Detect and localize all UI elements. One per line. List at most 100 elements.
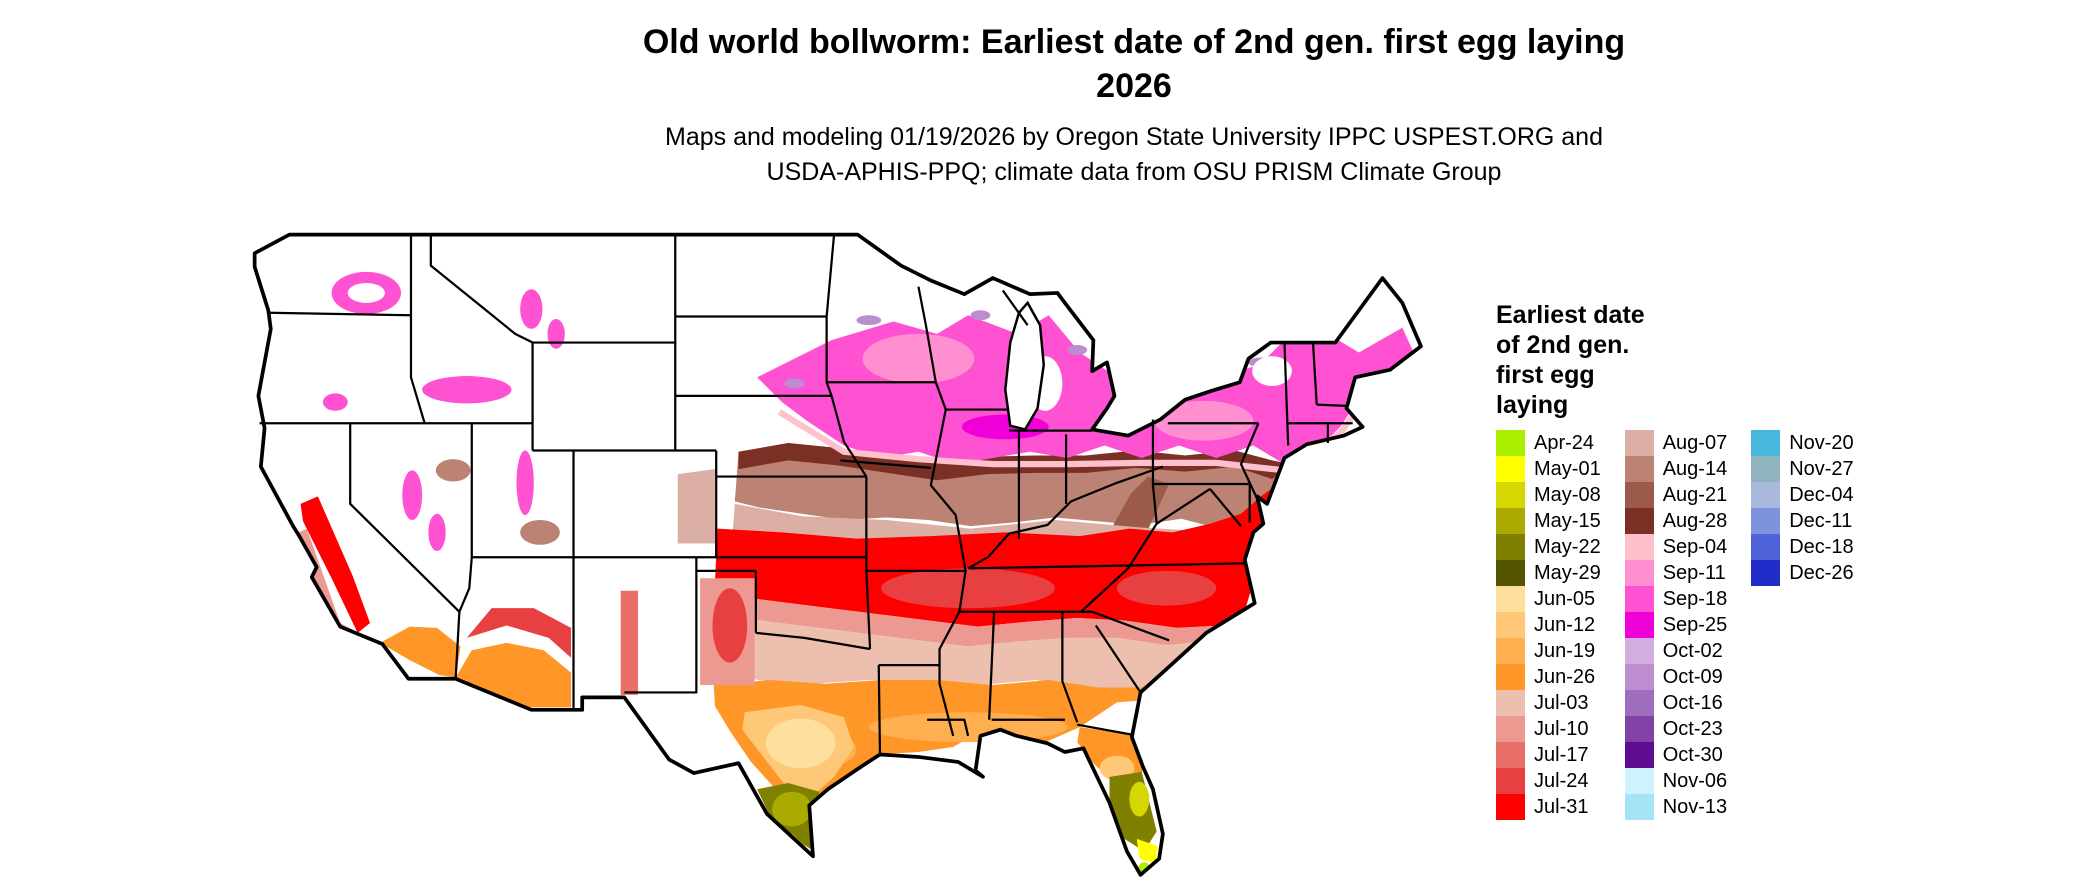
legend-label: Sep-04	[1662, 535, 1728, 558]
legend-title: Earliest date of 2nd gen. first egg layi…	[1496, 300, 2076, 420]
legend-label: Jul-31	[1534, 795, 1589, 818]
legend-row: Oct-23	[1624, 716, 1728, 742]
region-oct-fringe-3	[1067, 345, 1088, 355]
legend-label: Jul-10	[1534, 717, 1589, 740]
legend-label: May-15	[1534, 509, 1601, 532]
region-montana-valley-magenta-2	[547, 318, 565, 349]
legend-swatch	[1624, 534, 1654, 560]
legend-swatch	[1496, 768, 1525, 794]
legend-columns: Apr-24 May-01 May-08 May-15 May-22 May-29 Jun-…	[1496, 430, 2076, 820]
legend-label: May-08	[1534, 483, 1601, 506]
legend-row: Aug-07	[1624, 430, 1727, 456]
region-sep11-patch-minnesota	[862, 333, 975, 384]
legend-label: Nov-13	[1662, 795, 1728, 818]
region-jul24-patch-ozark	[881, 568, 1055, 609]
legend-label: Dec-04	[1789, 483, 1854, 506]
legend-swatch	[1624, 664, 1654, 690]
legend-row: Dec-18	[1751, 534, 1854, 560]
legend-swatch	[1624, 430, 1654, 456]
legend-label: May-29	[1534, 561, 1601, 584]
legend-swatch	[1496, 508, 1525, 534]
legend-swatch	[1751, 534, 1781, 560]
region-florida-may08	[1129, 781, 1150, 817]
legend-row: Apr-24	[1496, 430, 1601, 456]
legend-row: Jun-26	[1496, 664, 1601, 690]
state-borders	[259, 234, 1353, 755]
legend-label: Dec-11	[1789, 509, 1853, 532]
legend-swatch	[1496, 534, 1525, 560]
legend-swatch	[1496, 794, 1525, 820]
us-map	[222, 216, 1466, 886]
legend-label: Oct-23	[1662, 717, 1723, 740]
legend-row: Oct-02	[1624, 638, 1728, 664]
legend-column: Nov-20 Nov-27 Dec-04 Dec-11 Dec-18 Dec-26	[1751, 430, 1854, 820]
legend-label: Aug-28	[1662, 509, 1728, 532]
region-south-texas-may15	[772, 791, 812, 827]
legend-row: Dec-26	[1751, 560, 1854, 586]
page-title-line2: 2026	[1096, 67, 1172, 105]
region-jul10-salmon-stripe	[712, 582, 1224, 647]
legend-label: May-01	[1534, 457, 1601, 480]
legend-swatch	[1751, 430, 1781, 456]
subtitle-line1: Maps and modeling 01/19/2026 by Oregon S…	[665, 123, 1603, 151]
legend-label: Nov-06	[1662, 769, 1728, 792]
region-jun05-texas-core	[765, 718, 836, 769]
legend-row: Dec-04	[1751, 482, 1854, 508]
legend-swatch	[1624, 508, 1654, 534]
legend-swatch	[1624, 586, 1654, 612]
region-california-central-valley-red	[300, 496, 371, 633]
legend-row: May-01	[1496, 456, 1601, 482]
region-columbia-basin-white-core	[347, 283, 385, 303]
legend-row: Jun-19	[1496, 638, 1601, 664]
legend-label: Sep-11	[1662, 561, 1726, 584]
legend-swatch	[1496, 560, 1525, 586]
legend-row: Sep-04	[1624, 534, 1728, 560]
legend-swatch	[1624, 638, 1654, 664]
legend-row: Nov-20	[1751, 430, 1854, 456]
legend-swatch	[1751, 482, 1781, 508]
region-adirondack-white	[1252, 356, 1292, 386]
region-sep11-patch-newyork	[1154, 400, 1254, 441]
legend-swatch	[1624, 768, 1654, 794]
legend-column: Apr-24 May-01 May-08 May-15 May-22 May-29 Jun-…	[1496, 430, 1601, 820]
legend-row: Nov-13	[1624, 794, 1728, 820]
legend-row: Oct-30	[1624, 742, 1728, 768]
legend-title-line1: Earliest date	[1496, 301, 1645, 329]
legend-title-line3: first egg	[1496, 361, 1595, 389]
region-jun19-gulf-strip	[868, 712, 1068, 743]
legend-label: Oct-02	[1662, 639, 1723, 662]
legend-row: Aug-14	[1624, 456, 1727, 482]
legend-label: Dec-26	[1789, 561, 1854, 584]
legend-title-line4: laying	[1496, 391, 1569, 419]
legend-label: Apr-24	[1534, 431, 1595, 454]
legend-label: Jun-19	[1534, 639, 1596, 662]
subtitle-line2: USDA-APHIS-PPQ; climate data from OSU PR…	[766, 158, 1502, 186]
legend-label: Jul-03	[1534, 691, 1589, 714]
legend-label: Nov-27	[1789, 457, 1854, 480]
page-title-line1: Old world bollworm: Earliest date of 2nd…	[642, 23, 1626, 61]
region-socal-mojave-orange	[379, 626, 461, 678]
legend-row: Aug-28	[1624, 508, 1728, 534]
region-jul24-patch-carolina	[1116, 570, 1217, 606]
legend-swatch	[1624, 690, 1654, 716]
region-oct-fringe-1	[856, 315, 882, 326]
region-arizona-desert-orange	[455, 642, 572, 708]
legend-row: Jul-03	[1496, 690, 1601, 716]
legend-label: Sep-18	[1662, 587, 1728, 610]
subtitle: Maps and modeling 01/19/2026 by Oregon S…	[168, 120, 2100, 190]
region-snake-plain-magenta	[422, 376, 512, 404]
legend-swatch	[1496, 742, 1525, 768]
us-outline	[252, 232, 1423, 877]
legend-label: Dec-18	[1789, 535, 1854, 558]
us-map-svg	[252, 232, 1423, 877]
region-montana-valley-magenta-1	[520, 289, 543, 329]
legend-row: May-22	[1496, 534, 1601, 560]
legend-column: Aug-07 Aug-14 Aug-21 Aug-28 Sep-04 Sep-11 Sep-…	[1624, 430, 1728, 820]
legend-row: Jul-31	[1496, 794, 1601, 820]
legend-swatch	[1624, 716, 1654, 742]
legend-swatch	[1496, 716, 1525, 742]
legend-row: Nov-06	[1624, 768, 1728, 794]
region-sep25-patch-wisconsin	[961, 414, 1049, 440]
legend-row: Sep-18	[1624, 586, 1728, 612]
